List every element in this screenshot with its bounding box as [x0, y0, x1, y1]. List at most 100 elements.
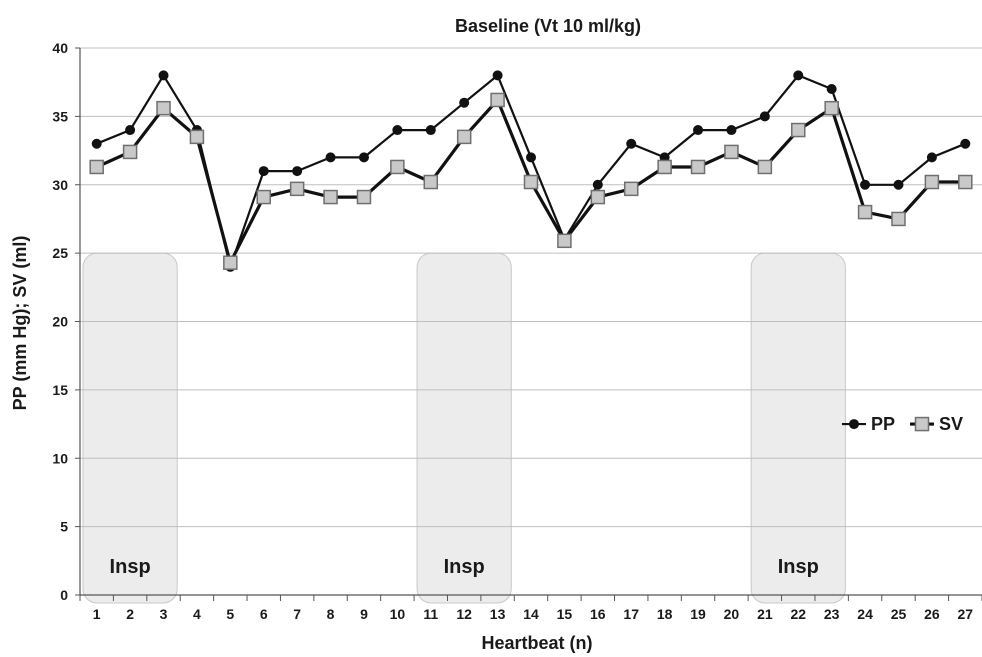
legend-label: SV	[939, 414, 963, 434]
chart-title: Baseline (Vt 10 ml/kg)	[455, 16, 641, 36]
data-point-pp	[358, 152, 369, 163]
x-tick-label: 25	[891, 606, 907, 622]
x-tick-label: 27	[958, 606, 974, 622]
data-point-pp	[626, 138, 637, 149]
x-tick-label: 6	[260, 606, 268, 622]
data-point-pp	[258, 166, 269, 177]
y-axis-label: PP (mm Hg); SV (ml)	[10, 236, 30, 411]
data-point-pp	[759, 111, 770, 122]
x-tick-label: 22	[790, 606, 806, 622]
data-point-sv	[289, 181, 305, 197]
x-tick-label: 9	[360, 606, 368, 622]
inspiration-bands: Insp Insp Insp	[82, 252, 846, 604]
data-point-sv	[122, 144, 138, 160]
data-point-sv	[724, 144, 739, 160]
x-tick-label: 14	[523, 606, 539, 622]
x-tick-label: 20	[724, 606, 740, 622]
y-tick-label: 25	[52, 245, 68, 261]
y-tick-label: 10	[52, 450, 68, 466]
x-tick-label: 5	[226, 606, 234, 622]
data-point-sv	[690, 159, 706, 175]
grid-lines	[80, 47, 982, 528]
x-tick-label: 21	[757, 606, 773, 622]
data-point-pp	[325, 152, 336, 163]
x-tick-label: 26	[924, 606, 940, 622]
x-tick-label: 8	[327, 606, 335, 622]
series-pp	[91, 70, 971, 272]
data-point-sv	[657, 159, 672, 175]
x-tick-label: 23	[824, 606, 840, 622]
x-tick-label: 18	[657, 606, 673, 622]
data-point-sv	[590, 189, 606, 205]
data-point-sv	[223, 255, 238, 270]
data-point-pp	[459, 97, 470, 108]
data-point-pp	[860, 179, 871, 190]
data-point-sv	[924, 174, 940, 190]
data-point-pp	[125, 125, 136, 136]
y-tick-label: 15	[52, 382, 68, 398]
data-point-pp	[826, 84, 837, 95]
legend-label: PP	[871, 414, 895, 434]
data-point-sv	[323, 189, 338, 205]
insp-band	[416, 252, 512, 604]
y-tick-label: 5	[60, 519, 68, 535]
insp-band	[82, 252, 178, 604]
insp-band-label: Insp	[778, 556, 819, 578]
data-point-pp	[960, 138, 971, 149]
data-point-pp	[693, 125, 704, 136]
insp-band	[750, 252, 846, 604]
x-tick-label: 19	[690, 606, 706, 622]
data-point-pp	[526, 152, 536, 163]
x-tick-label: 24	[857, 606, 873, 622]
data-point-pp	[392, 125, 403, 136]
series	[89, 70, 973, 272]
data-point-sv	[356, 189, 372, 205]
insp-band-label: Insp	[444, 556, 485, 578]
data-point-sv	[390, 159, 405, 175]
x-tick-label: 11	[423, 606, 438, 622]
y-tick-label: 30	[52, 177, 68, 193]
data-point-pp	[592, 179, 603, 190]
x-tick-label: 12	[456, 606, 472, 622]
data-point-sv	[791, 122, 806, 138]
data-point-sv	[623, 181, 639, 197]
data-point-sv	[156, 100, 171, 116]
data-point-sv	[89, 159, 104, 175]
data-point-pp	[926, 152, 937, 163]
x-tick-label: 2	[126, 606, 134, 622]
data-point-sv	[891, 211, 906, 227]
data-point-pp	[91, 138, 102, 149]
data-point-pp	[793, 70, 804, 81]
legend-marker	[849, 419, 859, 430]
x-tick-label: 15	[557, 606, 573, 622]
data-point-sv	[423, 174, 439, 190]
data-point-sv	[256, 189, 271, 205]
data-point-sv	[189, 129, 205, 145]
data-point-sv	[456, 129, 472, 145]
x-tick-label: 17	[623, 606, 639, 622]
legend-marker	[914, 416, 930, 432]
data-point-sv	[557, 233, 572, 249]
x-tick-label: 1	[93, 606, 101, 622]
data-point-pp	[425, 125, 436, 136]
data-point-pp	[492, 70, 503, 81]
legend-item-sv: SV	[910, 414, 963, 434]
data-point-pp	[726, 125, 737, 136]
series-sv	[89, 92, 973, 270]
insp-band-label: Insp	[110, 556, 151, 578]
x-tick-label: 3	[160, 606, 168, 622]
data-point-pp	[292, 166, 303, 177]
data-point-sv	[490, 92, 505, 108]
data-point-sv	[857, 204, 873, 220]
data-point-sv	[757, 159, 773, 175]
x-tick-label: 16	[590, 606, 606, 622]
y-tick-label: 35	[52, 108, 68, 124]
data-point-sv	[523, 174, 539, 190]
data-point-pp	[893, 179, 904, 190]
x-tick-label: 7	[293, 606, 301, 622]
x-tick-label: 10	[390, 606, 406, 622]
y-tick-label: 40	[52, 40, 68, 56]
